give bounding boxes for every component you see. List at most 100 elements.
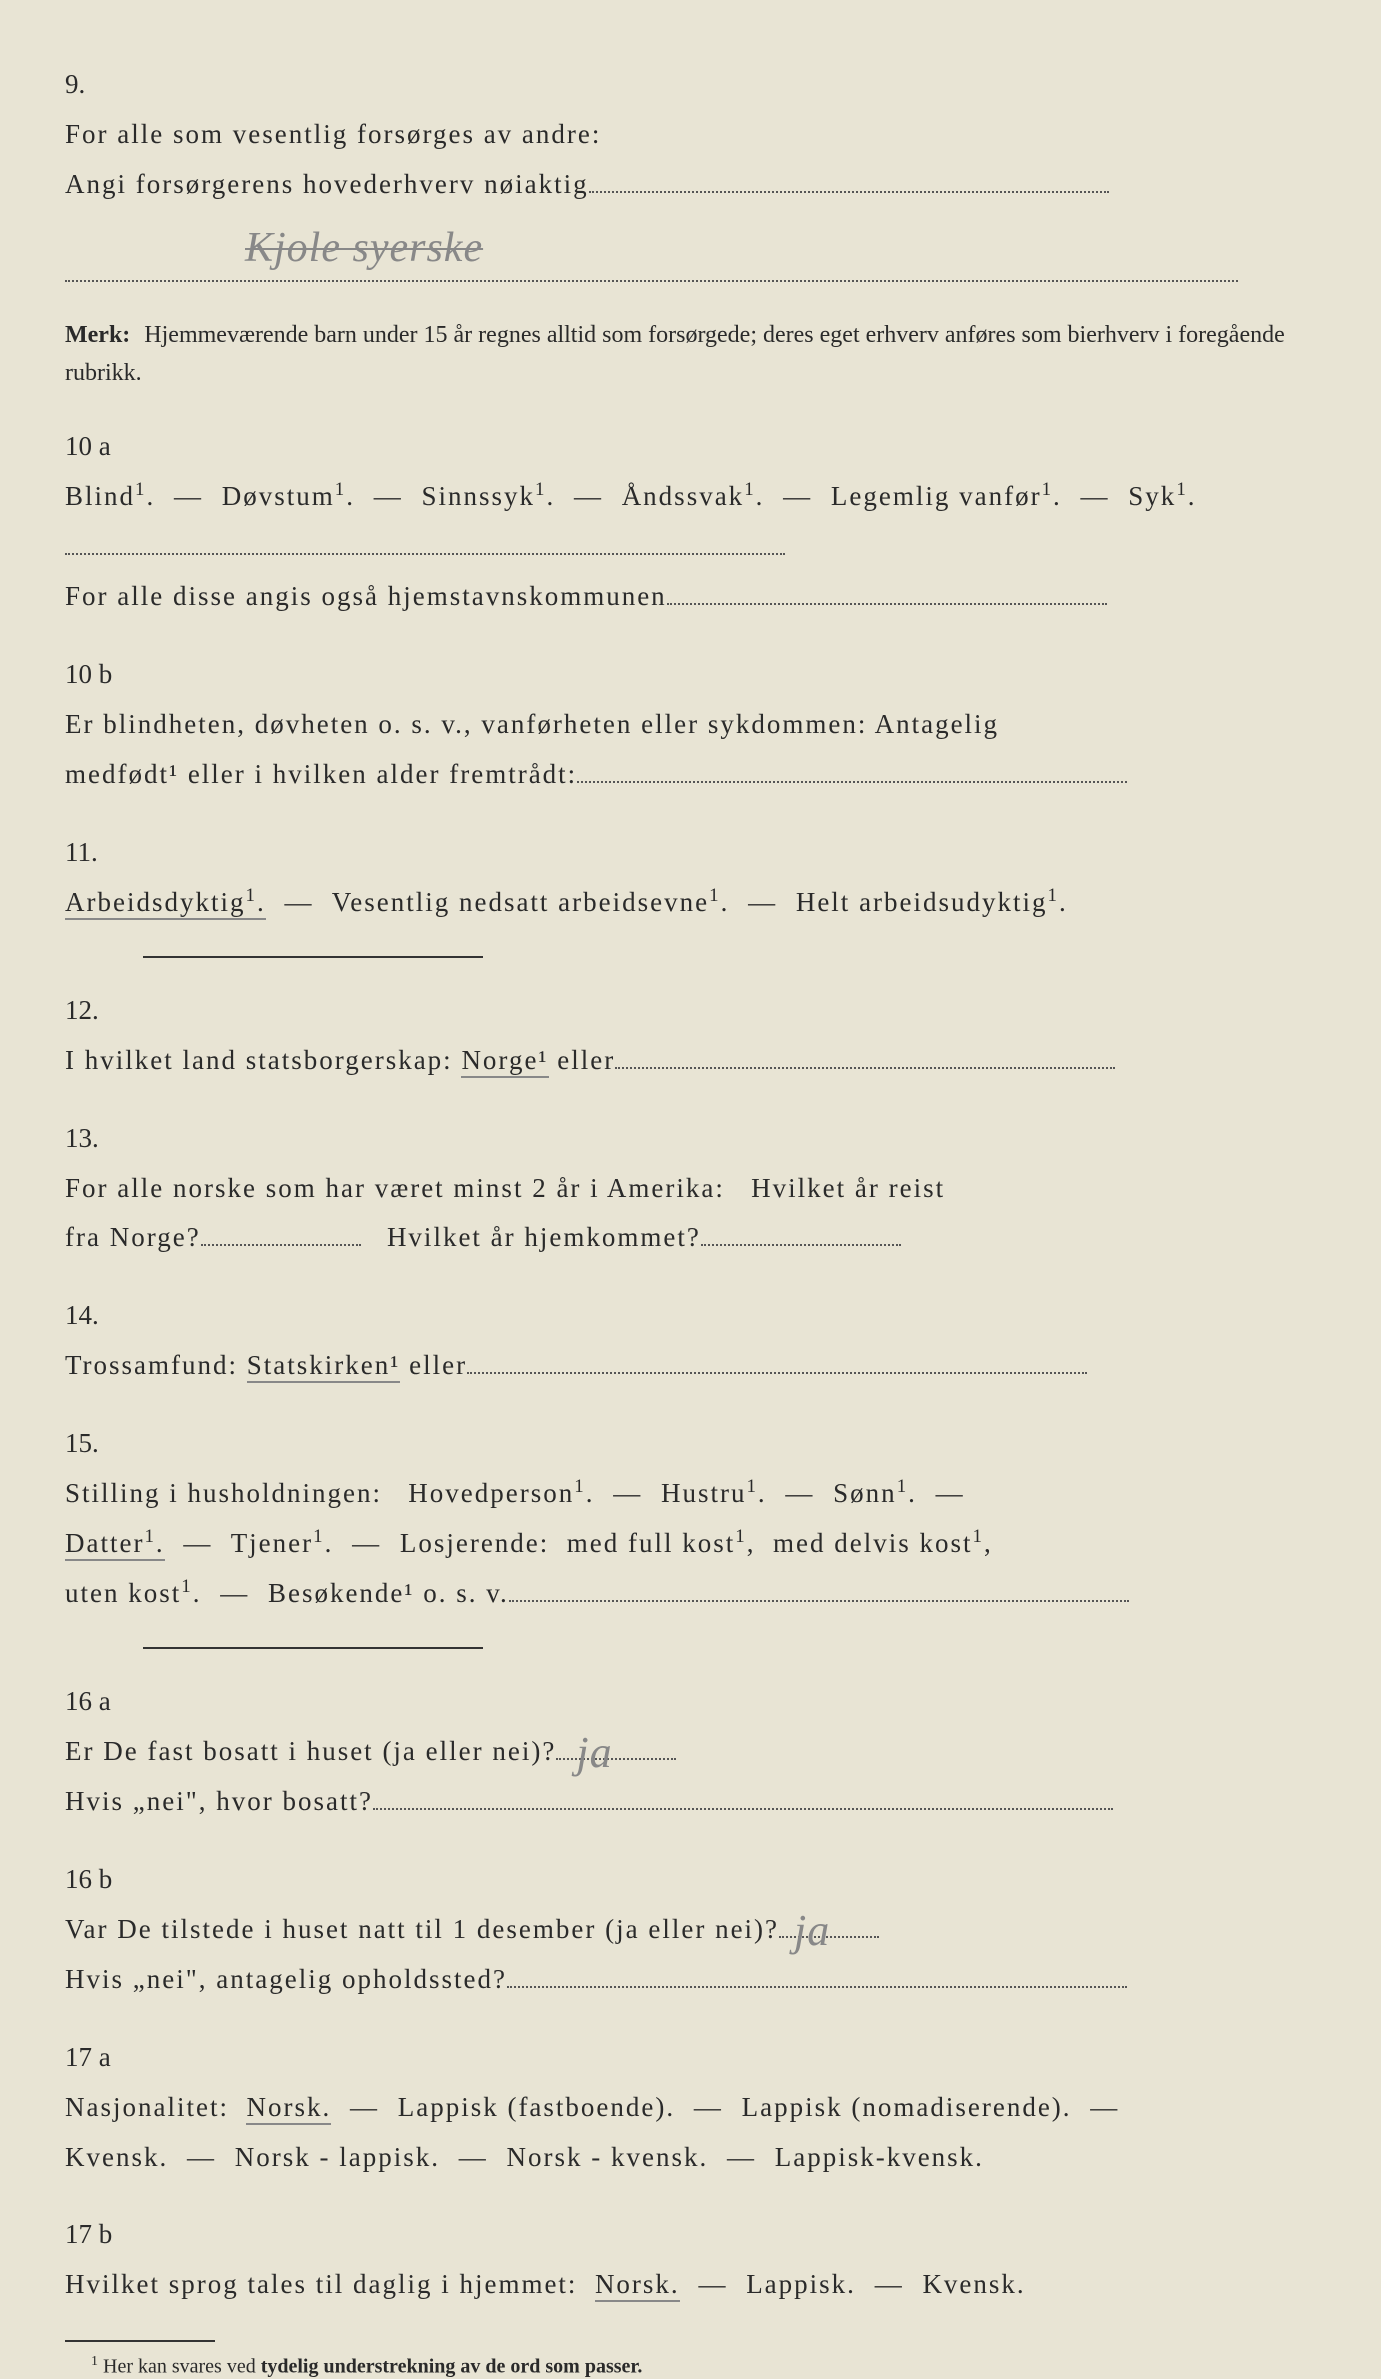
q17a-opt-kvensk: Kvensk. (65, 2142, 168, 2172)
q17a-text: Nasjonalitet: (65, 2092, 229, 2122)
footnote: 1 Her kan svares ved tydelig understrekn… (65, 2354, 1316, 2379)
q14-statskirken: Statskirken¹ (247, 1350, 401, 1383)
q15-fill (509, 1600, 1129, 1602)
question-17b: 17 b Hvilket sprog tales til daglig i hj… (65, 2210, 1316, 2310)
footnote-text-a: Her kan svares ved (103, 2356, 261, 2378)
q17b-opt-kvensk: Kvensk. (922, 2269, 1025, 2299)
q11-opt-arbeidsdyktig: Arbeidsdyktig1. (65, 887, 266, 920)
question-16a: 16 a Er De fast bosatt i huset (ja eller… (65, 1677, 1316, 1827)
q10a-opt-syk: Syk1. (1128, 481, 1196, 511)
q15-opt-hustru: Hustru1. (661, 1478, 767, 1508)
q12-num: 12. (65, 986, 137, 1036)
q17b-norsk: Norsk. (595, 2269, 680, 2302)
question-11: 11. Arbeidsdyktig1. — Vesentlig nedsatt … (65, 828, 1316, 928)
q10b-body: Er blindheten, døvheten o. s. v., vanfør… (65, 700, 1238, 800)
q15-losjerende: Losjerende: (400, 1528, 549, 1558)
question-10b: 10 b Er blindheten, døvheten o. s. v., v… (65, 650, 1316, 800)
q13-num: 13. (65, 1114, 137, 1164)
q10b-num: 10 b (65, 650, 137, 700)
q10a-opt-sinnssyk: Sinnssyk1. (421, 481, 555, 511)
q14-text: Trossamfund: (65, 1350, 238, 1380)
q16b-fill2 (507, 1986, 1127, 1988)
q10a-num: 10 a (65, 422, 137, 472)
merk-note: Merk: Hjemmeværende barn under 15 år reg… (65, 316, 1316, 393)
q16a-line2: Hvis „nei", hvor bosatt? (65, 1786, 373, 1816)
q17a-body: Nasjonalitet: Norsk. — Lappisk (fastboen… (65, 2083, 1238, 2183)
question-17a: 17 a Nasjonalitet: Norsk. — Lappisk (fas… (65, 2033, 1316, 2183)
q9-handwritten: Kjole syerske (245, 225, 483, 271)
q17a-num: 17 a (65, 2033, 137, 2083)
footnote-text-b: tydelig understrekning av de ord som pas… (261, 2356, 643, 2378)
q16b-body: Var De tilstede i huset natt til 1 desem… (65, 1905, 1238, 2005)
question-15: 15. Stilling i husholdningen: Hovedperso… (65, 1419, 1316, 1619)
q15-text: Stilling i husholdningen: (65, 1478, 382, 1508)
question-13: 13. For alle norske som har været minst … (65, 1114, 1316, 1264)
q16b-line2: Hvis „nei", antagelig opholdssted? (65, 1964, 507, 1994)
q12-text: I hvilket land statsborgerskap: (65, 1045, 453, 1075)
q17a-opt-lappnomad: Lappisk (nomadiserende). (742, 2092, 1072, 2122)
q16b-answer: ja (794, 1890, 830, 1971)
q12-fill (615, 1067, 1115, 1069)
q16a-body: Er De fast bosatt i huset (ja eller nei)… (65, 1727, 1238, 1827)
question-12: 12. I hvilket land statsborgerskap: Norg… (65, 986, 1316, 1086)
q14-body: Trossamfund: Statskirken¹ eller (65, 1341, 1238, 1391)
q15-losj-delvis: med delvis kost1, (773, 1528, 993, 1558)
q16a-fill2 (373, 1808, 1113, 1810)
question-10a: 10 a Blind1. — Døvstum1. — Sinnssyk1. — … (65, 422, 1316, 622)
q13-line1a: For alle norske som har været minst 2 år… (65, 1173, 725, 1203)
q11-num: 11. (65, 828, 137, 878)
q10a-fill2 (667, 603, 1107, 605)
q17b-num: 17 b (65, 2210, 137, 2260)
q10a-body: Blind1. — Døvstum1. — Sinnssyk1. — Åndss… (65, 472, 1238, 622)
q10a-opt-dovstum: Døvstum1. (222, 481, 355, 511)
q9-fill1 (589, 191, 1109, 193)
q10b-line1: Er blindheten, døvheten o. s. v., vanfør… (65, 709, 999, 739)
q10a-opt-legemlig: Legemlig vanfør1. (831, 481, 1062, 511)
q15-opt-sonn: Sønn1. (833, 1478, 917, 1508)
merk-text: Hjemmeværende barn under 15 år regnes al… (65, 322, 1285, 386)
q10a-opt-blind: Blind1. (65, 481, 155, 511)
q15-losj-uten: uten kost1. (65, 1578, 201, 1608)
q16a-answer: ja (576, 1712, 612, 1793)
q17b-text: Hvilket sprog tales til daglig i hjemmet… (65, 2269, 577, 2299)
q10a-opt-andssvak: Åndssvak1. (622, 481, 765, 511)
q13-fill2 (701, 1244, 901, 1246)
q17a-opt-norsklapp: Norsk - lappisk. (235, 2142, 440, 2172)
q13-line2b: Hvilket år hjemkommet? (387, 1222, 701, 1252)
q16a-line1: Er De fast bosatt i huset (ja eller nei)… (65, 1736, 556, 1766)
q9-fill2 (65, 280, 1238, 282)
question-16b: 16 b Var De tilstede i huset natt til 1 … (65, 1855, 1316, 2005)
q10b-fill (577, 781, 1127, 783)
q17b-body: Hvilket sprog tales til daglig i hjemmet… (65, 2260, 1238, 2310)
q15-body: Stilling i husholdningen: Hovedperson1. … (65, 1469, 1238, 1619)
q10a-fill1 (65, 553, 785, 555)
question-14: 14. Trossamfund: Statskirken¹ eller (65, 1291, 1316, 1391)
q13-fill1 (201, 1244, 361, 1246)
question-9: 9. For alle som vesentlig forsørges av a… (65, 60, 1316, 288)
q16a-num: 16 a (65, 1677, 137, 1727)
q17b-opt-lappisk: Lappisk. (746, 2269, 856, 2299)
q13-line2a: fra Norge? (65, 1222, 201, 1252)
q14-eller: eller (409, 1350, 467, 1380)
merk-label: Merk: (65, 322, 130, 348)
q12-body: I hvilket land statsborgerskap: Norge¹ e… (65, 1036, 1238, 1086)
q11-opt-nedsatt: Vesentlig nedsatt arbeidsevne1. (332, 887, 730, 917)
footnote-rule (65, 2340, 215, 2342)
q9-line2: Angi forsørgerens hovederhverv nøiaktig (65, 169, 589, 199)
divider-2 (143, 1647, 483, 1649)
q13-line1b: Hvilket år reist (751, 1173, 945, 1203)
q14-fill (467, 1372, 1087, 1374)
q11-opt-udyktig: Helt arbeidsudyktig1. (796, 887, 1068, 917)
q12-eller: eller (557, 1045, 615, 1075)
q15-besokende: Besøkende¹ o. s. v. (268, 1578, 509, 1608)
q15-losj-full: med full kost1, (567, 1528, 756, 1558)
q14-num: 14. (65, 1291, 137, 1341)
q15-num: 15. (65, 1419, 137, 1469)
divider-1 (143, 956, 483, 958)
q16b-num: 16 b (65, 1855, 137, 1905)
q9-num: 9. (65, 60, 137, 110)
q13-body: For alle norske som har været minst 2 år… (65, 1164, 1238, 1264)
q16b-line1: Var De tilstede i huset natt til 1 desem… (65, 1914, 779, 1944)
q16a-fill1 (556, 1758, 676, 1760)
q11-body: Arbeidsdyktig1. — Vesentlig nedsatt arbe… (65, 878, 1238, 928)
